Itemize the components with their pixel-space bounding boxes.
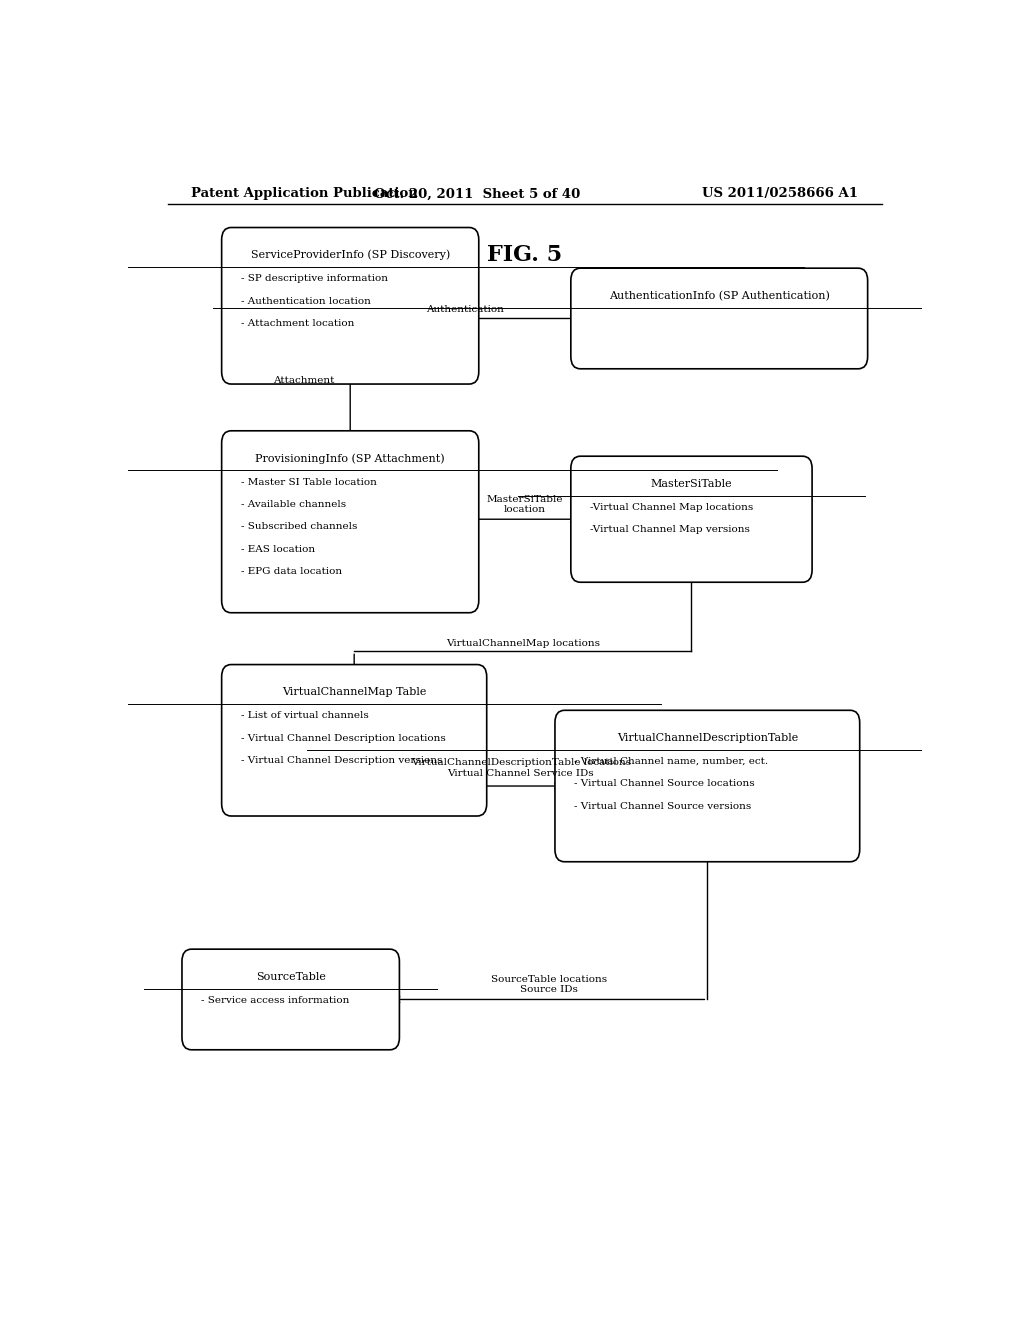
Text: - Virtual Channel Description locations: - Virtual Channel Description locations <box>241 734 445 743</box>
Text: - Attachment location: - Attachment location <box>241 319 354 327</box>
Text: - Subscribed channels: - Subscribed channels <box>241 523 357 531</box>
Text: - Available channels: - Available channels <box>241 500 346 510</box>
Text: - Service access information: - Service access information <box>201 995 349 1005</box>
Text: VirtualChannelDescriptionTable: VirtualChannelDescriptionTable <box>616 733 798 743</box>
FancyBboxPatch shape <box>555 710 860 862</box>
Text: ServiceProviderInfo (SP Discovery): ServiceProviderInfo (SP Discovery) <box>251 249 450 260</box>
FancyBboxPatch shape <box>182 949 399 1049</box>
Text: VirtualChannelMap Table: VirtualChannelMap Table <box>282 686 426 697</box>
Text: Oct. 20, 2011  Sheet 5 of 40: Oct. 20, 2011 Sheet 5 of 40 <box>374 187 581 201</box>
Text: - Virtual Channel Source locations: - Virtual Channel Source locations <box>574 779 755 788</box>
Text: - Virtual Channel Source versions: - Virtual Channel Source versions <box>574 801 752 810</box>
FancyBboxPatch shape <box>570 268 867 368</box>
Text: MasterSiTable
location: MasterSiTable location <box>486 495 563 515</box>
Text: AuthenticationInfo (SP Authentication): AuthenticationInfo (SP Authentication) <box>609 290 829 301</box>
Text: US 2011/0258666 A1: US 2011/0258666 A1 <box>702 187 858 201</box>
Text: Authentication: Authentication <box>426 305 504 314</box>
FancyBboxPatch shape <box>221 430 479 612</box>
Text: VirtualChannelMap locations: VirtualChannelMap locations <box>445 639 600 648</box>
Text: VirtualChannelDescriptionTable locations
Virtual Channel Service IDs: VirtualChannelDescriptionTable locations… <box>411 759 631 777</box>
Text: SourceTable: SourceTable <box>256 972 326 982</box>
Text: -Virtual Channel Map locations: -Virtual Channel Map locations <box>590 503 753 512</box>
FancyBboxPatch shape <box>221 227 479 384</box>
Text: - Authentication location: - Authentication location <box>241 297 371 306</box>
Text: - EAS location: - EAS location <box>241 545 314 553</box>
Text: -Virtual Channel Map versions: -Virtual Channel Map versions <box>590 525 750 535</box>
Text: Patent Application Publication: Patent Application Publication <box>191 187 418 201</box>
FancyBboxPatch shape <box>221 664 486 816</box>
Text: Attachment: Attachment <box>273 376 334 385</box>
Text: FIG. 5: FIG. 5 <box>487 244 562 265</box>
Text: MasterSiTable: MasterSiTable <box>650 479 732 488</box>
Text: - Master SI Table location: - Master SI Table location <box>241 478 377 487</box>
Text: ProvisioningInfo (SP Attachment): ProvisioningInfo (SP Attachment) <box>255 453 445 463</box>
Text: - Virtual Channel name, number, ect.: - Virtual Channel name, number, ect. <box>574 758 768 766</box>
Text: - EPG data location: - EPG data location <box>241 568 342 576</box>
Text: - Virtual Channel Description versions: - Virtual Channel Description versions <box>241 756 442 766</box>
Text: SourceTable locations
Source IDs: SourceTable locations Source IDs <box>490 975 606 994</box>
Text: - List of virtual channels: - List of virtual channels <box>241 711 369 721</box>
FancyBboxPatch shape <box>570 457 812 582</box>
Text: - SP descriptive information: - SP descriptive information <box>241 275 388 284</box>
